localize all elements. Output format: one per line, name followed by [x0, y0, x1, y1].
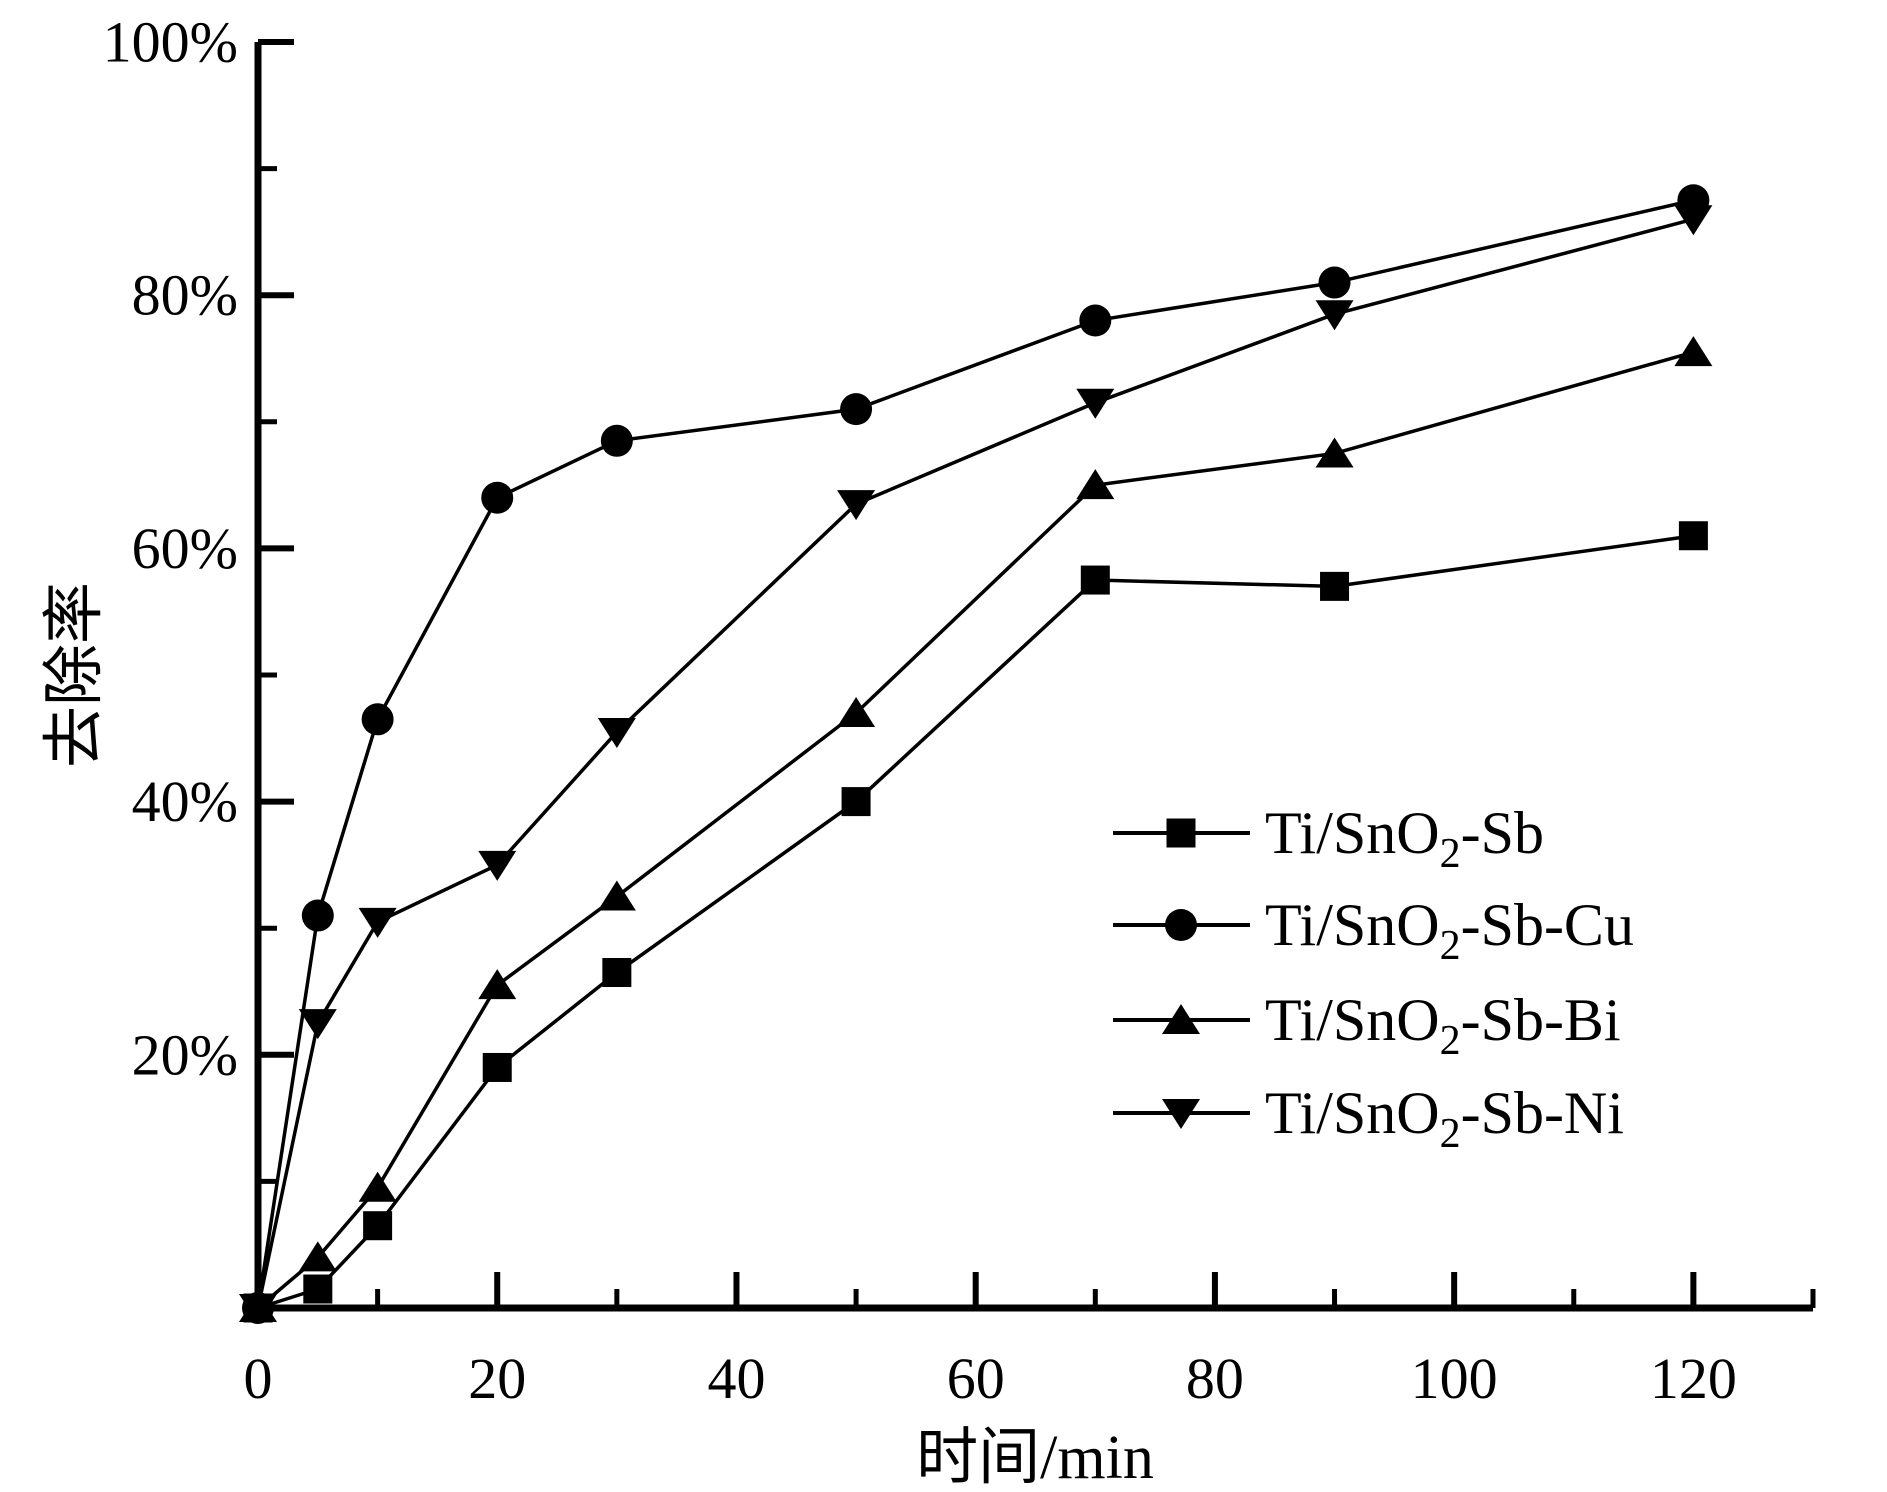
x-tick-label-100: 100 — [1411, 1346, 1498, 1411]
data-point-ti-sno2-sb-t50 — [841, 787, 871, 817]
legend-item-ti-sno2-sb-cu: Ti/SnO2-Sb-Cu — [1113, 892, 1634, 969]
data-point-ti-sno2-sb-bi-t50 — [837, 696, 876, 727]
data-point-ti-sno2-sb-t10 — [363, 1211, 393, 1241]
data-point-ti-sno2-sb-t120 — [1678, 521, 1708, 551]
legend-label-ti-sno2-sb-ni: Ti/SnO2-Sb-Ni — [1265, 1080, 1624, 1157]
data-point-ti-sno2-sb-ni-t10 — [358, 907, 397, 938]
series-ti-sno2-sb-bi — [239, 336, 1713, 1322]
data-point-ti-sno2-sb-ni-t5 — [298, 1009, 337, 1040]
data-point-ti-sno2-sb-t5 — [303, 1274, 333, 1304]
data-point-ti-sno2-sb-bi-t120 — [1674, 336, 1713, 367]
legend-label-ti-sno2-sb-cu: Ti/SnO2-Sb-Cu — [1265, 892, 1634, 969]
legend-marker-triangle-up — [1162, 1004, 1200, 1034]
data-point-ti-sno2-sb-bi-t20 — [478, 969, 517, 1000]
x-tick-label-20: 20 — [468, 1346, 526, 1411]
legend-item-ti-sno2-sb: Ti/SnO2-Sb — [1113, 800, 1544, 877]
data-point-ti-sno2-sb-ni-t120 — [1674, 205, 1713, 236]
data-point-ti-sno2-sb-bi-t90 — [1315, 437, 1354, 468]
series-ti-sno2-sb-ni — [239, 205, 1713, 1324]
data-point-ti-sno2-sb-bi-t70 — [1076, 469, 1115, 500]
y-tick-label-80%: 80% — [132, 263, 238, 328]
data-point-ti-sno2-sb-cu-t20 — [481, 481, 514, 514]
data-point-ti-sno2-sb-ni-t70 — [1076, 388, 1115, 419]
legend-label-ti-sno2-sb-bi: Ti/SnO2-Sb-Bi — [1265, 987, 1621, 1064]
data-point-ti-sno2-sb-t20 — [482, 1052, 512, 1082]
legend-marker-triangle-down — [1162, 1099, 1200, 1129]
data-point-ti-sno2-sb-ni-t90 — [1315, 300, 1354, 331]
y-axis-title: 去除率 — [41, 582, 109, 768]
data-point-ti-sno2-sb-ni-t0 — [239, 1294, 277, 1324]
legend-item-ti-sno2-sb-bi: Ti/SnO2-Sb-Bi — [1113, 987, 1621, 1064]
data-point-ti-sno2-sb-cu-t10 — [361, 703, 394, 736]
data-point-ti-sno2-sb-bi-t30 — [597, 880, 636, 911]
legend-item-ti-sno2-sb-ni: Ti/SnO2-Sb-Ni — [1113, 1080, 1624, 1157]
x-tick-label-60: 60 — [947, 1346, 1005, 1411]
data-point-ti-sno2-sb-cu-t70 — [1079, 304, 1112, 337]
data-point-ti-sno2-sb-t90 — [1320, 571, 1350, 601]
y-tick-label-40%: 40% — [132, 769, 238, 834]
legend: Ti/SnO2-Sb Ti/SnO2-Sb-Cu Ti/SnO2-Sb-Bi Ti/S… — [1113, 800, 1634, 1157]
data-point-ti-sno2-sb-t30 — [602, 958, 632, 988]
data-point-ti-sno2-sb-ni-t30 — [597, 717, 636, 748]
y-tick-labels: 20% 40% 60% 80% 100% — [103, 10, 238, 1088]
y-tick-label-60%: 60% — [132, 516, 238, 581]
legend-marker-circle — [1165, 909, 1197, 941]
data-point-ti-sno2-sb-bi-t5 — [298, 1241, 337, 1272]
y-tick-label-100%: 100% — [103, 10, 238, 75]
y-axis-ticks — [258, 39, 294, 1184]
x-tick-label-80: 80 — [1186, 1346, 1244, 1411]
data-point-ti-sno2-sb-cu-t50 — [840, 393, 873, 426]
x-axis-title: 时间/min — [916, 1424, 1154, 1492]
data-point-ti-sno2-sb-cu-t30 — [600, 424, 633, 457]
x-tick-labels: 0 20 40 60 80 100 120 — [244, 1346, 1737, 1411]
data-point-ti-sno2-sb-ni-t20 — [478, 850, 517, 881]
legend-marker-square — [1166, 818, 1196, 848]
x-tick-label-0: 0 — [244, 1346, 273, 1411]
x-axis-ticks — [255, 1272, 1816, 1308]
x-tick-label-120: 120 — [1650, 1346, 1737, 1411]
y-tick-label-20%: 20% — [132, 1022, 238, 1087]
chart-plot-area: 0 20 40 60 80 100 120 20% 40% 60% 80% 100% Ti/SnO2-S… — [103, 10, 1816, 1411]
x-tick-label-40: 40 — [707, 1346, 765, 1411]
data-point-ti-sno2-sb-bi-t10 — [358, 1171, 397, 1202]
series-ti-sno2-sb-cu — [242, 184, 1710, 1324]
data-point-ti-sno2-sb-ni-t50 — [837, 490, 876, 521]
data-point-ti-sno2-sb-t70 — [1080, 565, 1110, 595]
data-point-ti-sno2-sb-cu-t5 — [301, 899, 334, 932]
legend-label-ti-sno2-sb: Ti/SnO2-Sb — [1265, 800, 1544, 877]
data-point-ti-sno2-sb-cu-t90 — [1318, 266, 1351, 299]
